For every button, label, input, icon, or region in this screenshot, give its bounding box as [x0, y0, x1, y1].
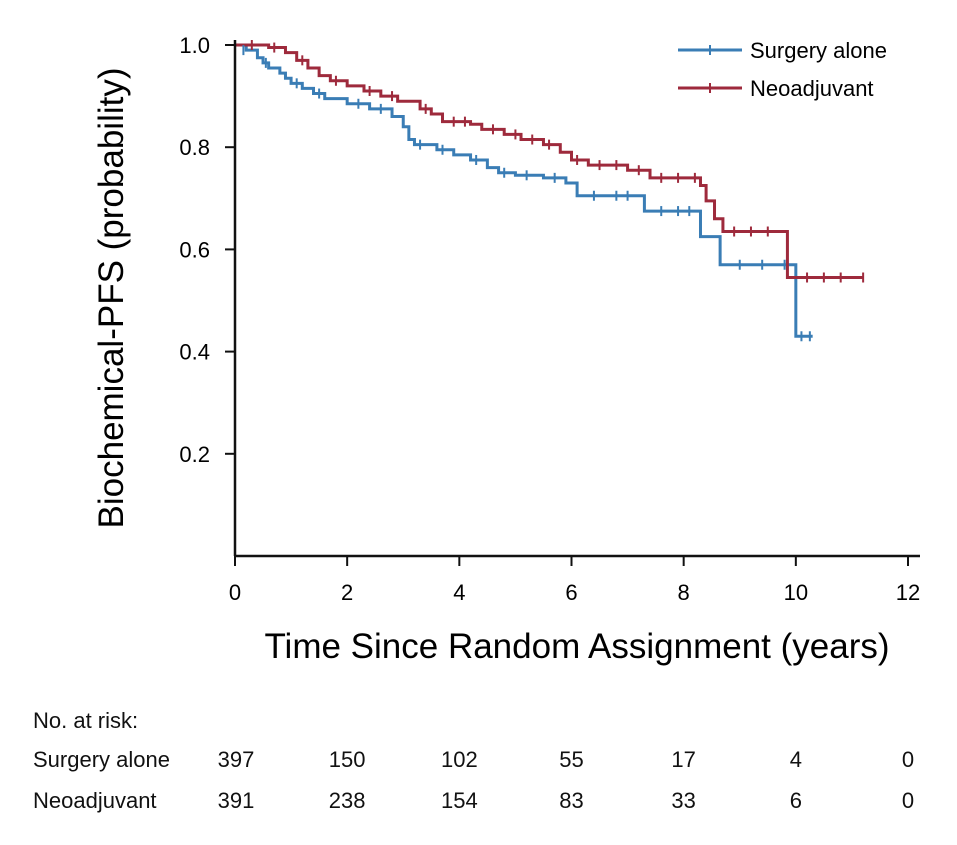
risk-table-title: No. at risk: [33, 708, 139, 733]
y-axis-ticks: 0.2 0.4 0.6 0.8 1.0 [179, 33, 235, 467]
series-line-0 [235, 43, 813, 338]
legend-label: Surgery alone [750, 38, 887, 63]
x-tick-label: 10 [784, 580, 808, 605]
x-axis-label: Time Since Random Assignment (years) [264, 627, 889, 666]
risk-count: 391 [217, 788, 255, 813]
risk-count: 238 [328, 788, 366, 813]
legend: Surgery alone Neoadjuvant [678, 38, 887, 101]
risk-count: 6 [789, 788, 802, 813]
series-lines [235, 43, 864, 338]
risk-count: 55 [559, 747, 584, 772]
risk-count: 397 [217, 747, 255, 772]
risk-count: 102 [440, 747, 478, 772]
x-tick-label: 8 [678, 580, 690, 605]
risk-count: 4 [789, 747, 802, 772]
risk-row-label: Surgery alone [33, 747, 170, 772]
risk-count: 150 [328, 747, 366, 772]
series-line-1 [235, 43, 864, 280]
x-tick-label: 12 [896, 580, 920, 605]
risk-count: 0 [901, 747, 915, 772]
legend-label: Neoadjuvant [750, 76, 874, 101]
risk-count: 0 [901, 788, 915, 813]
x-tick-label: 6 [565, 580, 577, 605]
x-tick-label: 0 [229, 580, 241, 605]
y-tick-label: 0.4 [179, 340, 210, 365]
x-axis-ticks: 0 2 4 6 8 10 12 [229, 556, 920, 605]
km-chart: 0 2 4 6 8 10 12 0.2 0.4 0.6 0.8 1.0 Time Since Ran… [92, 33, 920, 666]
y-tick-label: 0.2 [179, 442, 210, 467]
risk-row-label: Neoadjuvant [33, 788, 157, 813]
censor-marks [242, 40, 865, 342]
risk-count: 33 [671, 788, 696, 813]
x-tick-label: 2 [341, 580, 353, 605]
risk-count: 154 [440, 788, 478, 813]
y-tick-label: 1.0 [179, 33, 210, 58]
risk-count: 17 [671, 747, 696, 772]
x-tick-label: 4 [453, 580, 465, 605]
risk-count: 83 [559, 788, 584, 813]
y-tick-label: 0.8 [179, 135, 210, 160]
y-tick-label: 0.6 [179, 237, 210, 262]
y-axis-label: Biochemical-PFS (probability) [92, 68, 131, 529]
